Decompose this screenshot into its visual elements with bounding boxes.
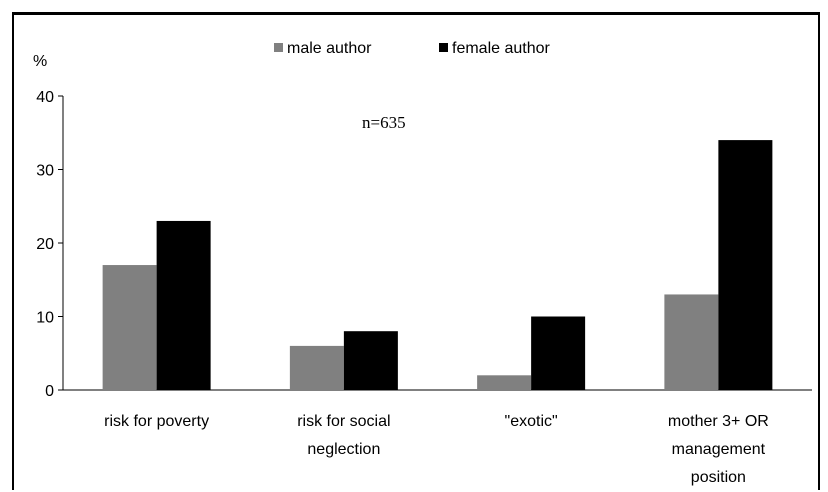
x-category-label: risk for social neglection — [297, 413, 390, 458]
y-axis-unit-label: % — [33, 53, 47, 70]
y-tick-label: 0 — [45, 383, 54, 400]
bar-male-author-4 — [664, 294, 719, 390]
bar-female-author-4 — [718, 140, 773, 390]
x-category-label-line: position — [691, 469, 746, 486]
x-category-label-line: risk for poverty — [104, 413, 209, 430]
y-axis: 0 10 20 30 40 — [36, 89, 64, 400]
legend-label-male-author: male author — [287, 40, 372, 57]
bars — [102, 140, 773, 390]
x-category-label-line: management — [672, 441, 766, 458]
bar-male-author-1 — [102, 265, 157, 390]
x-category-label: risk for poverty — [104, 413, 209, 430]
y-tick-label: 20 — [36, 236, 54, 253]
legend-swatch-male-author — [274, 43, 283, 52]
chart-frame — [12, 12, 820, 490]
x-category-label: mother 3+ OR management position — [668, 413, 769, 486]
category-labels: risk for poverty risk for social neglectio… — [104, 413, 769, 486]
x-category-label-line: neglection — [307, 441, 380, 458]
sample-size-annotation: n=635 — [362, 113, 406, 132]
legend-swatch-female-author — [439, 43, 448, 52]
bar-female-author-3 — [531, 316, 586, 390]
y-tick-label: 10 — [36, 310, 54, 327]
bar-male-author-3 — [477, 375, 532, 390]
bar-female-author-1 — [156, 220, 211, 390]
x-category-label-line: risk for social — [297, 413, 390, 430]
y-tick-label: 40 — [36, 89, 54, 106]
legend: male author female author — [274, 40, 551, 57]
bar-female-author-2 — [343, 331, 398, 390]
legend-label-female-author: female author — [452, 40, 551, 57]
y-tick-label: 30 — [36, 163, 54, 180]
x-category-label-line: mother 3+ OR — [668, 413, 769, 430]
x-category-label: "exotic" — [505, 413, 558, 430]
bar-male-author-2 — [289, 345, 344, 390]
x-category-label-line: "exotic" — [505, 413, 558, 430]
